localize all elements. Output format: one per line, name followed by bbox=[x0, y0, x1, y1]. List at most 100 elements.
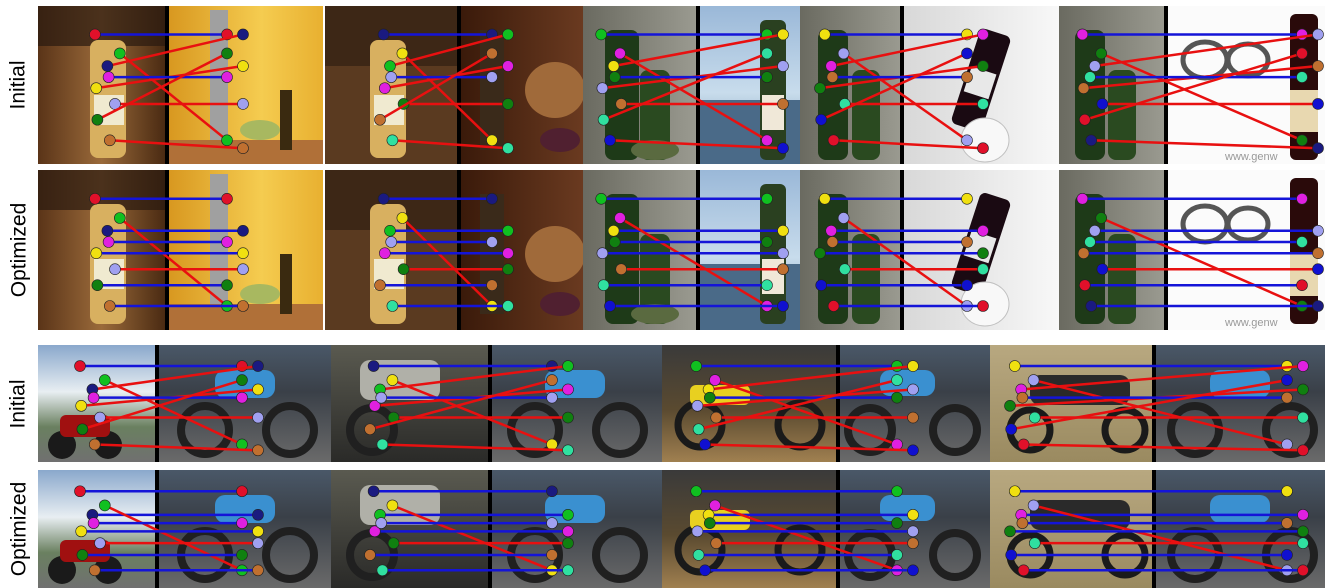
keypoint-marker bbox=[690, 485, 703, 498]
keypoint-marker bbox=[608, 236, 621, 248]
keypoint-marker bbox=[221, 279, 233, 292]
keypoint-marker bbox=[1312, 60, 1324, 72]
match-line bbox=[708, 364, 914, 391]
keypoint-marker bbox=[74, 485, 86, 498]
keypoint-marker bbox=[977, 98, 989, 110]
keypoint-marker bbox=[486, 193, 498, 205]
keypoint-marker bbox=[236, 549, 248, 561]
keypoint-marker bbox=[825, 225, 838, 237]
keypoint-marker bbox=[1312, 225, 1324, 237]
keypoint-marker bbox=[595, 193, 608, 205]
keypoint-marker bbox=[375, 517, 388, 529]
keypoint-marker bbox=[907, 383, 919, 396]
keypoint-marker bbox=[710, 411, 723, 424]
keypoint-marker bbox=[977, 142, 989, 154]
keypoint-marker bbox=[562, 360, 574, 372]
keypoint-marker bbox=[546, 549, 558, 561]
match-line bbox=[1094, 33, 1319, 68]
match-line bbox=[1021, 364, 1304, 391]
keypoint-marker bbox=[1017, 438, 1030, 451]
keypoint-marker bbox=[1016, 517, 1029, 529]
match-line bbox=[119, 217, 228, 307]
keypoint-marker bbox=[777, 98, 789, 110]
keypoint-marker bbox=[777, 60, 789, 72]
keypoint-marker bbox=[1312, 300, 1324, 312]
keypoint-marker bbox=[814, 247, 826, 259]
keypoint-marker bbox=[1004, 400, 1016, 412]
match-line bbox=[1033, 504, 1288, 572]
keypoint-marker bbox=[101, 225, 114, 237]
keypoint-marker bbox=[502, 60, 514, 72]
keypoint-marker bbox=[114, 212, 126, 224]
keypoint-marker bbox=[1297, 509, 1309, 521]
keypoint-marker bbox=[977, 225, 989, 237]
keypoint-marker bbox=[1008, 485, 1021, 498]
keypoint-marker bbox=[1296, 71, 1308, 83]
keypoint-marker bbox=[1281, 517, 1293, 529]
keypoint-marker bbox=[1296, 193, 1308, 205]
keypoint-marker bbox=[907, 411, 919, 424]
keypoint-marker bbox=[562, 444, 574, 457]
match-line bbox=[1033, 378, 1288, 446]
keypoint-marker bbox=[252, 564, 264, 577]
keypoint-marker bbox=[1312, 142, 1324, 154]
keypoint-marker bbox=[396, 212, 409, 224]
keypoint-marker bbox=[891, 485, 903, 498]
keypoint-marker bbox=[89, 193, 101, 205]
match-line bbox=[94, 443, 259, 452]
keypoint-marker bbox=[562, 537, 574, 549]
keypoint-marker bbox=[709, 499, 721, 512]
keypoint-marker bbox=[1089, 60, 1101, 72]
keypoint-marker bbox=[397, 263, 410, 276]
keypoint-marker bbox=[374, 113, 386, 126]
keypoint-marker bbox=[546, 485, 558, 498]
keypoint-marker bbox=[387, 537, 400, 549]
keypoint-marker bbox=[101, 60, 114, 72]
keypoint-marker bbox=[104, 300, 116, 312]
keypoint-marker bbox=[252, 411, 264, 424]
match-line bbox=[109, 139, 244, 150]
keypoint-marker bbox=[826, 71, 839, 83]
keypoint-marker bbox=[761, 279, 773, 292]
keypoint-marker bbox=[364, 549, 376, 561]
keypoint-marker bbox=[252, 509, 264, 521]
keypoint-marker bbox=[486, 134, 498, 147]
keypoint-marker bbox=[1077, 82, 1090, 94]
keypoint-marker bbox=[562, 564, 574, 577]
keypoint-marker bbox=[252, 525, 264, 538]
keypoint-marker bbox=[368, 400, 381, 412]
keypoint-marker bbox=[396, 47, 409, 60]
keypoint-marker bbox=[236, 374, 248, 386]
match-line bbox=[714, 378, 898, 446]
keypoint-marker bbox=[827, 300, 840, 312]
keypoint-marker bbox=[75, 525, 87, 538]
keypoint-marker bbox=[818, 28, 831, 41]
keypoint-marker bbox=[562, 509, 574, 521]
wine-row-optimized-images: www.genw bbox=[38, 170, 1325, 330]
match-line bbox=[603, 52, 768, 121]
keypoint-marker bbox=[221, 193, 233, 205]
keypoint-marker bbox=[1076, 28, 1089, 41]
match-line bbox=[96, 52, 228, 121]
keypoint-marker bbox=[837, 47, 850, 60]
keypoint-marker bbox=[1281, 374, 1293, 386]
keypoint-marker bbox=[818, 193, 831, 205]
keypoint-marker bbox=[977, 60, 989, 72]
keypoint-marker bbox=[91, 113, 104, 126]
match-line bbox=[379, 52, 493, 121]
keypoint-marker bbox=[1096, 98, 1109, 110]
match-line bbox=[714, 504, 898, 572]
keypoint-marker bbox=[1089, 225, 1101, 237]
keypoint-marker bbox=[692, 549, 705, 561]
keypoint-marker bbox=[376, 564, 389, 577]
keypoint-marker bbox=[237, 263, 249, 276]
keypoint-marker bbox=[562, 525, 574, 538]
keypoint-marker bbox=[825, 60, 838, 72]
keypoint-marker bbox=[961, 279, 973, 292]
match-line bbox=[1100, 52, 1303, 142]
keypoint-marker bbox=[891, 438, 903, 451]
keypoint-marker bbox=[384, 60, 396, 72]
keypoint-marker bbox=[595, 28, 608, 41]
keypoint-marker bbox=[89, 564, 101, 577]
match-line bbox=[698, 378, 898, 431]
